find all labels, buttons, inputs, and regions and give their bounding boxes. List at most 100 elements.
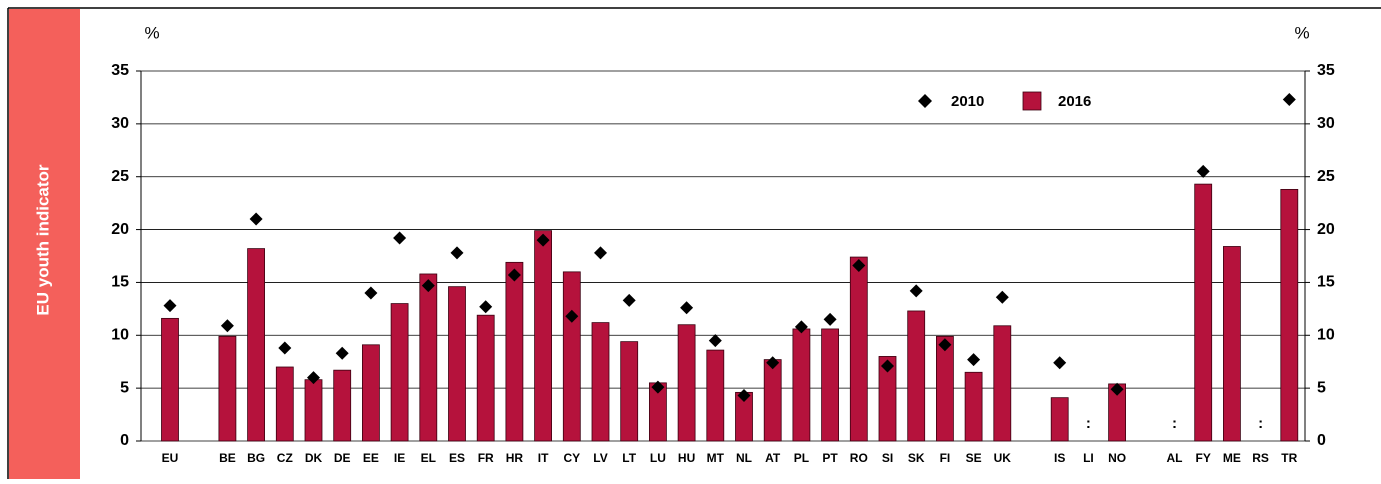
bar (247, 248, 266, 442)
x-tick-label: FR (478, 451, 494, 465)
marker (766, 356, 780, 370)
bar (1223, 246, 1241, 442)
marker (909, 284, 923, 298)
legend-label: 2010 (951, 93, 984, 110)
y-tick-label: 10 (111, 327, 129, 344)
y2-tick-label: 15 (1317, 274, 1335, 291)
x-tick-label: DK (305, 451, 323, 465)
legend-marker (918, 94, 932, 108)
bar (591, 322, 610, 442)
marker (220, 319, 234, 333)
bar (907, 310, 926, 442)
marker (622, 293, 636, 307)
marker (307, 371, 320, 385)
y2-tick-label: 0 (1317, 432, 1326, 449)
bar (161, 317, 179, 442)
marker (335, 346, 349, 360)
y-tick-label: 30 (111, 115, 129, 132)
marker (881, 359, 894, 373)
bar (505, 261, 524, 442)
marker (967, 353, 981, 367)
y2-tick-label: 10 (1317, 327, 1335, 344)
y-axis-label: % (144, 23, 159, 42)
bar (275, 366, 294, 442)
marker (651, 380, 665, 394)
marker (536, 233, 550, 247)
marker (737, 389, 751, 403)
bar (620, 341, 639, 442)
x-tick-label: UK (994, 451, 1012, 465)
x-tick-label: AT (765, 451, 781, 465)
bar (763, 359, 782, 442)
marker (794, 320, 808, 334)
x-tick-label: LT (622, 451, 636, 465)
x-tick-label: LV (593, 451, 607, 465)
x-tick-label: IS (1054, 451, 1065, 465)
marker (450, 246, 464, 260)
x-tick-label: FY (1196, 451, 1211, 465)
y2-tick-label: 25 (1317, 168, 1335, 185)
x-tick-label: EE (363, 451, 379, 465)
marker (249, 212, 263, 226)
marker (938, 338, 952, 352)
marker (393, 231, 407, 245)
legend-marker (1022, 91, 1042, 111)
x-tick-label: HU (678, 451, 695, 465)
y-tick-label: 15 (111, 274, 129, 291)
bar (218, 335, 237, 442)
marker (1196, 164, 1210, 178)
bar (333, 369, 352, 442)
y2-tick-label: 35 (1317, 62, 1335, 79)
x-tick-label: CY (563, 451, 580, 465)
marker (995, 290, 1009, 304)
x-tick-label: SE (966, 451, 982, 465)
x-tick-label: SI (882, 451, 893, 465)
marker (680, 301, 694, 315)
x-tick-label: FI (940, 451, 951, 465)
sidebar-title: EU youth indicator (33, 164, 52, 316)
marker (594, 246, 607, 260)
x-tick-label: NL (736, 451, 752, 465)
y-tick-label: 0 (120, 432, 129, 449)
x-tick-label: PL (794, 451, 809, 465)
x-tick-label: RS (1252, 451, 1269, 465)
x-tick-label: IT (538, 451, 549, 465)
bar (936, 335, 954, 442)
bar (361, 344, 380, 442)
bar (1050, 397, 1069, 442)
marker (1110, 382, 1124, 396)
bar (993, 325, 1012, 442)
bar (878, 356, 897, 442)
bar (304, 379, 323, 442)
y-tick-label: 35 (111, 62, 129, 79)
marker (479, 300, 493, 314)
bar (562, 271, 581, 442)
x-tick-label: PT (822, 451, 838, 465)
marker (163, 299, 177, 313)
x-tick-label: MT (707, 451, 725, 465)
x-tick-label: DE (334, 451, 351, 465)
marker (823, 312, 837, 326)
marker (364, 286, 378, 300)
bar (476, 314, 495, 442)
y2-tick-label: 5 (1317, 379, 1326, 396)
x-tick-label: BE (219, 451, 236, 465)
marker (278, 341, 292, 355)
marker (852, 259, 866, 273)
marker (421, 279, 435, 293)
x-tick-label: TR (1281, 451, 1297, 465)
x-tick-label: IE (394, 451, 405, 465)
bar (964, 371, 983, 442)
bar (821, 328, 839, 442)
marker (507, 268, 521, 282)
bar (534, 230, 552, 442)
x-tick-label: RO (850, 451, 868, 465)
x-tick-label: NO (1108, 451, 1126, 465)
y2-tick-label: 30 (1317, 115, 1335, 132)
x-tick-label: EL (421, 451, 436, 465)
x-tick-label: EU (162, 451, 179, 465)
legend-label: 2016 (1058, 93, 1091, 110)
bar (677, 324, 696, 442)
bar (706, 349, 725, 442)
